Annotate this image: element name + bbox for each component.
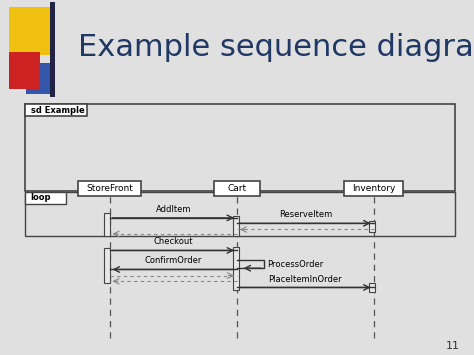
Text: ConfirmOrder: ConfirmOrder: [145, 257, 202, 266]
Text: Checkout: Checkout: [154, 237, 193, 246]
Bar: [369, 283, 375, 292]
Text: loop: loop: [30, 193, 50, 202]
Bar: [26, 192, 456, 236]
Bar: [26, 62, 50, 94]
Bar: [233, 216, 238, 236]
Text: Example sequence diagram: Example sequence diagram: [78, 33, 474, 62]
Bar: [344, 181, 403, 196]
Text: 11: 11: [446, 342, 460, 351]
Bar: [26, 104, 87, 116]
Bar: [50, 2, 55, 97]
Bar: [26, 104, 456, 191]
Bar: [26, 192, 66, 203]
Bar: [9, 52, 40, 89]
Bar: [78, 181, 141, 196]
Text: Cart: Cart: [228, 184, 246, 193]
Bar: [9, 7, 52, 55]
Bar: [104, 248, 110, 283]
Bar: [369, 221, 375, 232]
Bar: [233, 247, 238, 290]
Bar: [104, 213, 110, 236]
Text: PlaceItemInOrder: PlaceItemInOrder: [268, 274, 342, 284]
Text: AddItem: AddItem: [155, 205, 191, 214]
Text: Inventory: Inventory: [352, 184, 395, 193]
Text: sd Example: sd Example: [31, 105, 85, 115]
Text: StoreFront: StoreFront: [86, 184, 133, 193]
Bar: [214, 181, 260, 196]
Text: ProcessOrder: ProcessOrder: [267, 260, 324, 269]
Text: ReserveItem: ReserveItem: [279, 211, 332, 219]
